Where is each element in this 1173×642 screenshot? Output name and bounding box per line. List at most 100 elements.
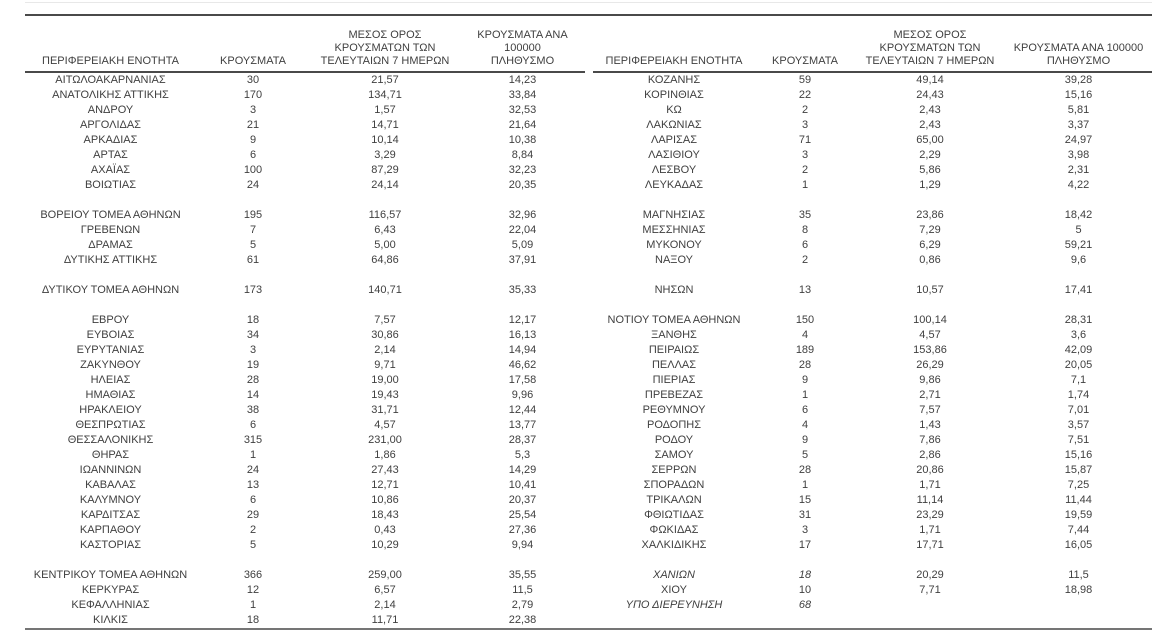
cell-cases: 2 <box>801 254 809 266</box>
cell-region: ΛΑΚΩΝΙΑΣ <box>646 119 702 131</box>
cell-per_100k: 46,62 <box>508 359 537 371</box>
cell-region: ΚΟΖΑΝΗΣ <box>647 74 701 86</box>
column-header-cases: ΚΡΟΥΣΜΑΤΑ <box>196 16 310 73</box>
regional-cases-tables: ΠΕΡΙΦΕΡΕΙΑΚΗ ΕΝΟΤΗΤΑ ΚΡΟΥΣΜΑΤΑ ΜΕΣΟΣ ΟΡΟΣ Κ… <box>25 14 1152 630</box>
cell-cases <box>755 553 855 568</box>
cell-cases <box>196 553 310 568</box>
cell-region: ΧΙΟΥ <box>661 584 687 596</box>
table-row: ΥΠΟ ΔΙΕΡΕΥΝΗΣΗ 68 <box>593 598 1152 613</box>
table-row: ΧΙΟΥ 10 7,71 18,98 <box>593 583 1152 598</box>
cell-region: ΘΕΣΠΡΩΤΙΑΣ <box>75 419 146 431</box>
cell-region: ΡΟΔΟΥ <box>654 434 694 446</box>
table-row: ΛΑΚΩΝΙΑΣ 3 2,43 3,37 <box>593 118 1152 133</box>
cell-region: ΗΡΑΚΛΕΙΟΥ <box>79 404 142 416</box>
cell-per_100k: 39,28 <box>1064 74 1093 86</box>
cell-avg_7day <box>855 598 1005 613</box>
cell-per_100k: 20,37 <box>508 494 537 506</box>
cell-per_100k <box>460 298 585 313</box>
table-row: ΚΑΡΔΙΤΣΑΣ 29 18,43 25,54 <box>25 508 585 523</box>
cell-cases <box>755 613 855 628</box>
cell-per_100k: 12,44 <box>508 404 537 416</box>
cell-cases: 71 <box>798 134 812 146</box>
cell-cases: 3 <box>801 149 809 161</box>
cell-avg_7day: 9,86 <box>919 374 941 386</box>
cell-region: ΕΒΡΟΥ <box>91 314 130 326</box>
cell-region: ΘΗΡΑΣ <box>91 449 130 461</box>
cell-cases: 4 <box>801 419 809 431</box>
cell-cases: 28 <box>246 374 260 386</box>
cell-cases: 9 <box>801 434 809 446</box>
cell-per_100k <box>1005 598 1152 613</box>
cell-region: ΕΥΒΟΙΑΣ <box>86 329 135 341</box>
cell-per_100k: 16,05 <box>1064 539 1093 551</box>
cell-per_100k: 14,23 <box>508 74 537 86</box>
cell-region: ΚΕΝΤΡΙΚΟΥ ΤΟΜΕΑ ΑΘΗΝΩΝ <box>33 569 188 581</box>
cell-per_100k: 16,13 <box>508 329 537 341</box>
table-row: ΝΗΣΩΝ 13 10,57 17,41 <box>593 283 1152 298</box>
cell-cases: 5 <box>249 539 257 551</box>
cell-region: ΑΡΚΑΔΙΑΣ <box>83 134 138 146</box>
cell-avg_7day: 0,43 <box>374 524 396 536</box>
cell-avg_7day: 7,57 <box>919 404 941 416</box>
cell-region <box>25 553 196 568</box>
cell-cases: 3 <box>801 524 809 536</box>
cell-region: ΠΕΛΛΑΣ <box>651 359 697 371</box>
cell-avg_7day: 1,86 <box>374 449 396 461</box>
spacer-row <box>593 613 1152 628</box>
cell-region: ΒΟΙΩΤΙΑΣ <box>84 179 137 191</box>
cell-region: ΚΑΡΔΙΤΣΑΣ <box>80 509 141 521</box>
cell-per_100k: 15,16 <box>1064 449 1093 461</box>
cell-avg_7day: 6,43 <box>374 224 396 236</box>
cell-region: ΣΠΟΡΑΔΩΝ <box>643 479 705 491</box>
cell-per_100k: 59,21 <box>1064 239 1093 251</box>
cell-per_100k <box>1005 613 1152 628</box>
cell-region: ΡΟΔΟΠΗΣ <box>646 419 702 431</box>
cell-region <box>25 268 196 283</box>
cell-avg_7day: 26,29 <box>916 359 944 371</box>
cell-cases <box>196 193 310 208</box>
cell-per_100k: 24,97 <box>1064 134 1093 146</box>
cell-region: ΖΑΚΥΝΘΟΥ <box>80 359 141 371</box>
cell-cases: 59 <box>798 74 812 86</box>
cell-region: ΔΡΑΜΑΣ <box>88 239 133 251</box>
cell-cases: 14 <box>246 389 260 401</box>
cell-region: ΜΕΣΣΗΝΙΑΣ <box>642 224 706 236</box>
cell-region: ΑΧΑΪΑΣ <box>90 164 131 176</box>
table-row: ΦΘΙΩΤΙΔΑΣ 31 23,29 19,59 <box>593 508 1152 523</box>
cell-cases: 30 <box>246 74 260 86</box>
cell-per_100k <box>460 553 585 568</box>
cell-region: ΜΥΚΟΝΟΥ <box>646 239 702 251</box>
cell-avg_7day: 4,57 <box>919 329 941 341</box>
cell-cases: 195 <box>243 209 263 221</box>
cell-per_100k: 32,23 <box>508 164 537 176</box>
cell-region: ΦΘΙΩΤΙΔΑΣ <box>644 509 704 521</box>
spacer-row <box>25 553 585 568</box>
cell-cases: 28 <box>798 464 812 476</box>
cell-per_100k: 14,94 <box>508 344 537 356</box>
cell-per_100k: 9,6 <box>1070 254 1087 266</box>
cell-per_100k: 32,53 <box>508 104 537 116</box>
table-row: ΤΡΙΚΑΛΩΝ 15 11,14 11,44 <box>593 493 1152 508</box>
cell-cases <box>196 298 310 313</box>
cell-per_100k: 37,91 <box>508 254 537 266</box>
cell-region: ΚΑΣΤΟΡΙΑΣ <box>79 539 142 551</box>
cell-per_100k: 14,29 <box>508 464 537 476</box>
header-row: ΠΕΡΙΦΕΡΕΙΑΚΗ ΕΝΟΤΗΤΑ ΚΡΟΥΣΜΑΤΑ ΜΕΣΟΣ ΟΡΟΣ Κ… <box>593 16 1152 73</box>
cell-per_100k: 11,44 <box>1065 494 1092 506</box>
cell-avg_7day: 7,86 <box>919 434 941 446</box>
cell-cases: 21 <box>246 119 260 131</box>
cell-cases: 1 <box>249 599 257 611</box>
cell-cases: 9 <box>801 374 809 386</box>
cell-cases: 28 <box>798 359 812 371</box>
cell-per_100k: 42,09 <box>1064 344 1093 356</box>
cell-avg_7day: 23,29 <box>916 509 944 521</box>
cell-avg_7day: 19,00 <box>371 374 399 386</box>
cell-avg_7day: 100,14 <box>913 314 947 326</box>
cell-cases: 3 <box>249 104 257 116</box>
cell-per_100k: 32,96 <box>508 209 537 221</box>
cell-avg_7day: 27,43 <box>371 464 399 476</box>
cell-avg_7day: 31,71 <box>371 404 399 416</box>
cell-avg_7day: 23,86 <box>916 209 944 221</box>
cell-per_100k: 5 <box>1075 224 1082 236</box>
cell-avg_7day: 134,71 <box>368 89 402 101</box>
